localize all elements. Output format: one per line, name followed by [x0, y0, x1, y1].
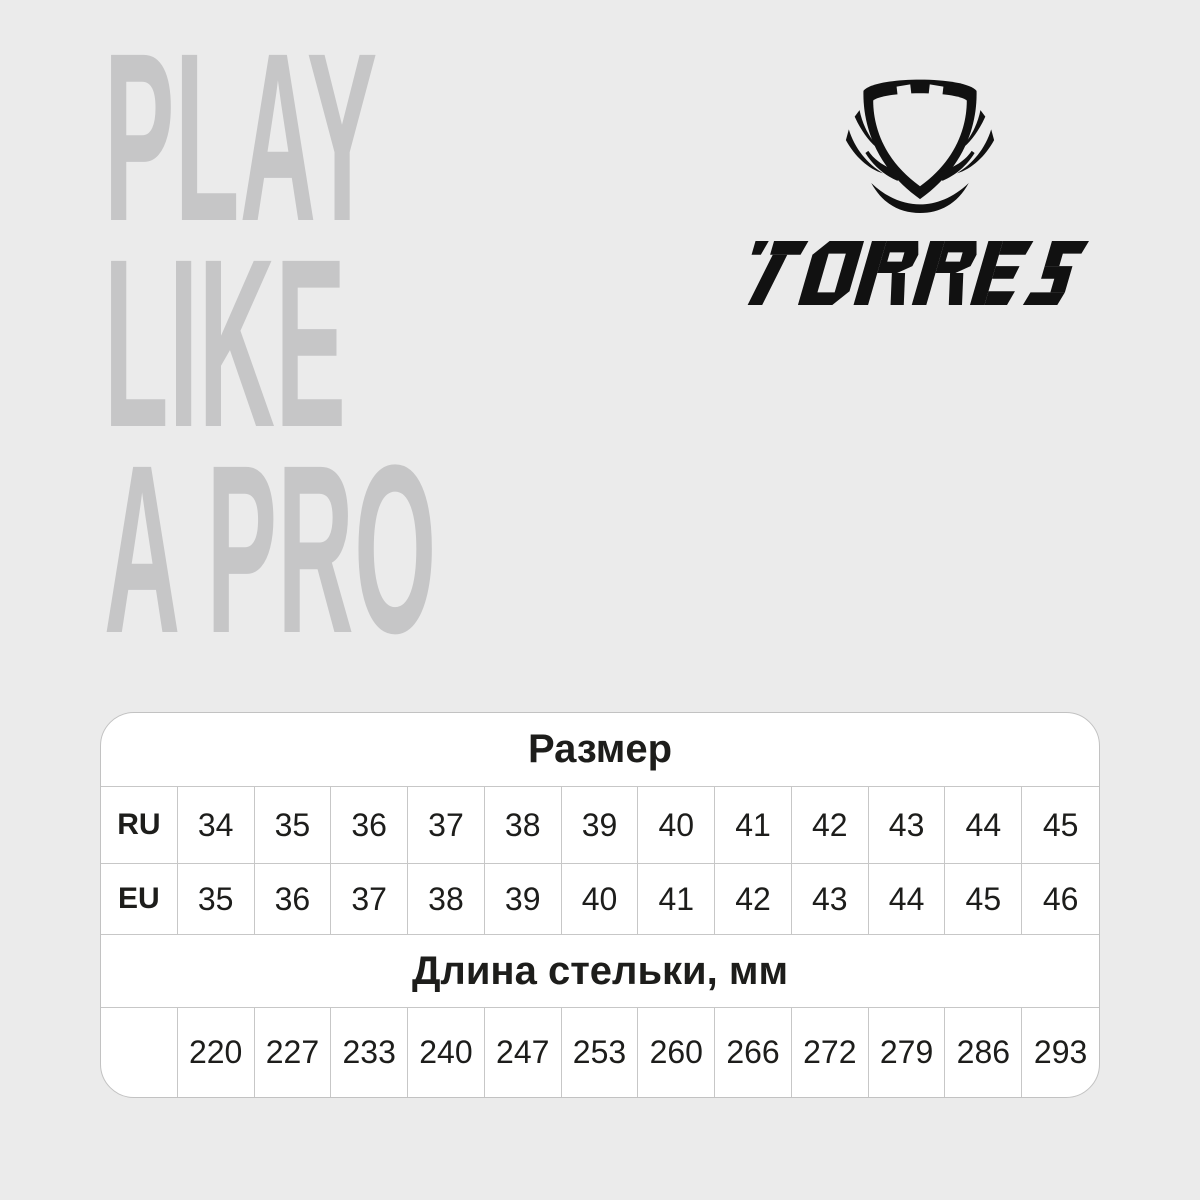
eu-size-cell: 41: [638, 864, 716, 934]
table-row-ru: RU 34 35 36 37 38 39 40 41 42 43 44 45: [101, 787, 1099, 864]
insole-length-cell: 286: [945, 1008, 1023, 1097]
ru-size-cell: 36: [331, 787, 409, 863]
insole-length-cell: 260: [638, 1008, 716, 1097]
insole-length-cell: 227: [255, 1008, 332, 1097]
table-row-eu: EU 35 36 37 38 39 40 41 42 43 44 45 46: [101, 864, 1099, 934]
insole-length-cell: 266: [715, 1008, 792, 1097]
ru-size-cell: 35: [255, 787, 332, 863]
insole-length-cell: 272: [792, 1008, 869, 1097]
eu-size-cell: 37: [331, 864, 409, 934]
eu-size-cell: 43: [792, 864, 869, 934]
table-row-insole: 220 227 233 240 247 253 260 266 272 279 …: [101, 1008, 1099, 1097]
eu-size-cell: 45: [945, 864, 1023, 934]
ru-size-cell: 44: [945, 787, 1023, 863]
ru-size-cell: 45: [1042, 806, 1079, 843]
eu-size-cell: 38: [408, 864, 485, 934]
ru-size-cell: 34: [178, 787, 255, 863]
row-label-ru: RU: [101, 787, 178, 863]
ru-size-cell: 38: [485, 787, 562, 863]
ru-size-cell: 39: [562, 787, 639, 863]
size-table: Размер RU 34 35 36 37 38 39 40 41 42 43 …: [100, 712, 1100, 1098]
eu-size-cell: 44: [869, 864, 946, 934]
insole-length-cell: 220: [178, 1008, 255, 1097]
ru-size-cell: 40: [638, 787, 716, 863]
eu-size-cell: 35: [178, 864, 255, 934]
watermark-line-2: LIKE: [104, 209, 347, 477]
ru-size-cell: 42: [792, 787, 869, 863]
row-label-eu: EU: [101, 864, 178, 934]
size-table-header: Размер: [101, 713, 1099, 787]
ru-size-cell: 37: [408, 787, 485, 863]
ru-size-cell: 43: [869, 787, 946, 863]
torres-wordmark: [737, 241, 1089, 305]
insole-length-header: Длина стельки, мм: [101, 934, 1099, 1008]
insole-length-cell: 233: [331, 1008, 409, 1097]
eu-size-cell: 42: [715, 864, 792, 934]
watermark-slogan: PLAY LIKE A PRO: [104, 3, 860, 683]
insole-length-cell: 253: [562, 1008, 639, 1097]
insole-length-cell: 279: [869, 1008, 946, 1097]
watermark-line-3: A PRO: [104, 415, 437, 683]
eu-size-cell: 36: [255, 864, 332, 934]
eu-size-cell: 40: [562, 864, 639, 934]
insole-length-cell: 293: [1033, 1034, 1088, 1070]
eu-size-cell: 46: [1042, 880, 1079, 917]
eu-size-cell: 39: [485, 864, 562, 934]
ru-size-cell: 41: [715, 787, 792, 863]
torres-shield-icon: [842, 63, 998, 213]
insole-length-cell: 247: [485, 1008, 562, 1097]
watermark-line-1: PLAY: [104, 3, 378, 271]
row-label-empty: [101, 1008, 178, 1097]
insole-length-cell: 240: [408, 1008, 485, 1097]
